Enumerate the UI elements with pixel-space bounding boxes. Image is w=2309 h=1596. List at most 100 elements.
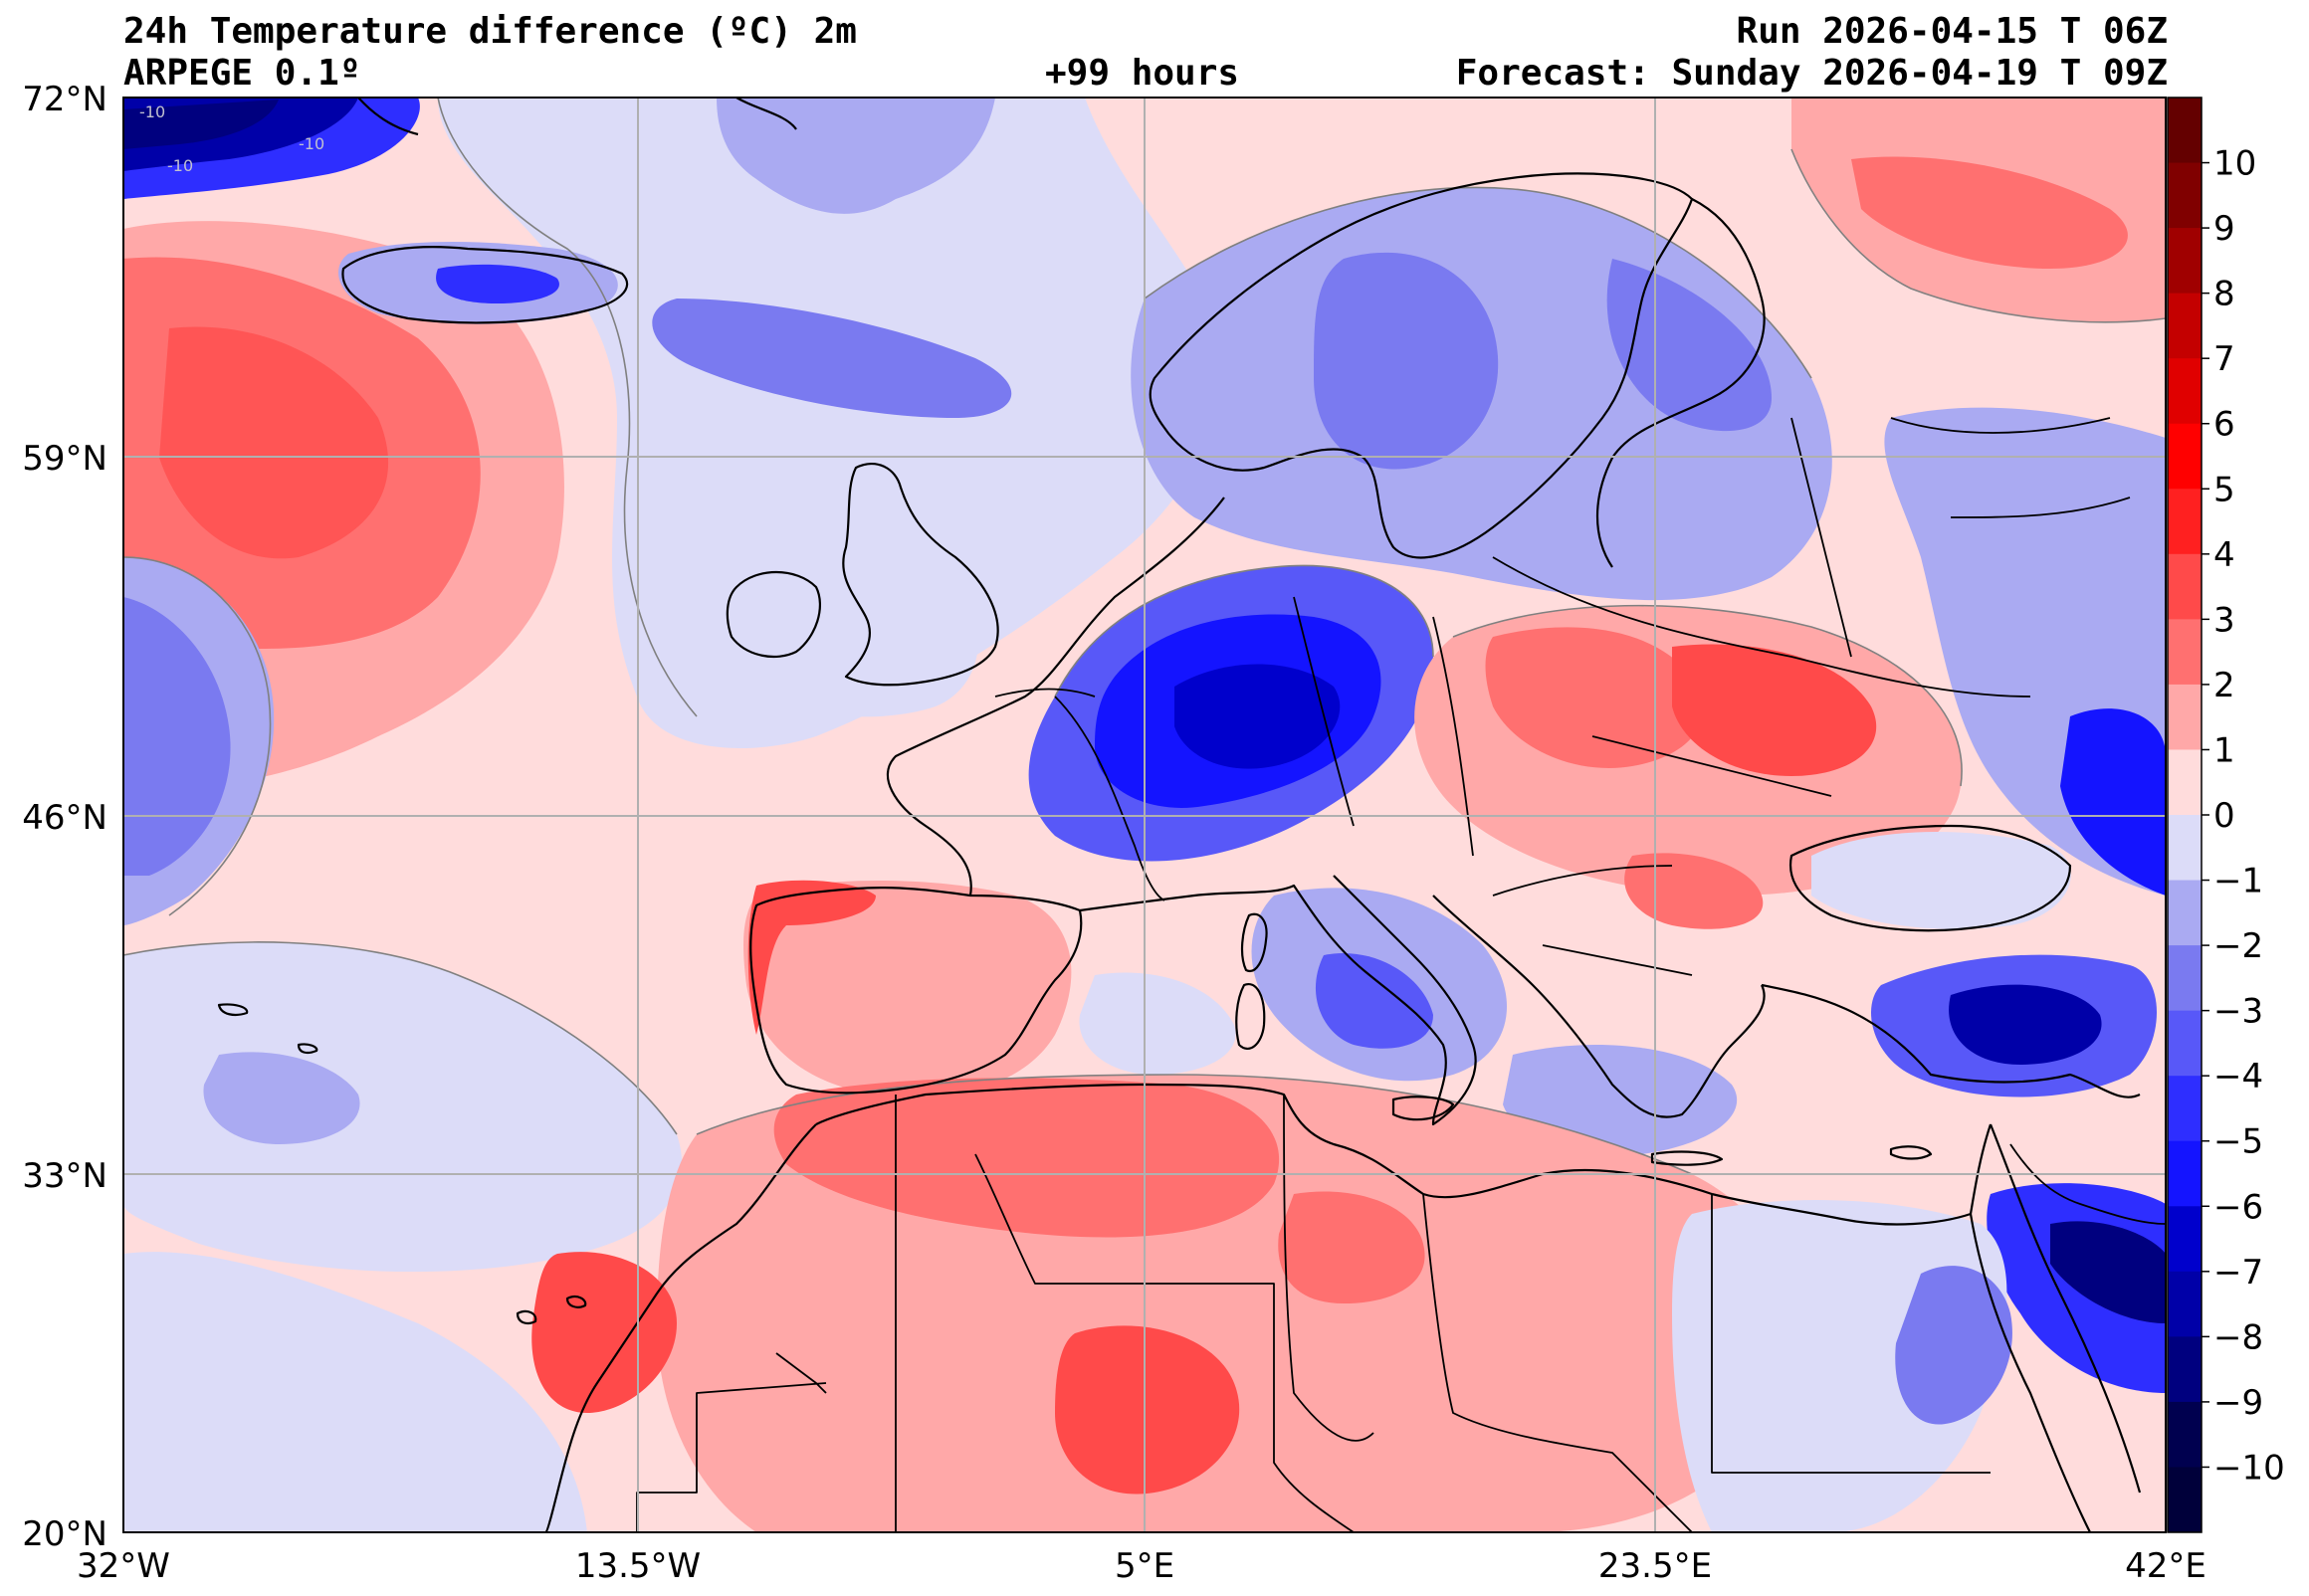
contour-label: -10 — [299, 134, 324, 153]
coastline-scandinavia — [1149, 172, 1694, 559]
lead-time-label: +99 hours — [1045, 53, 1240, 94]
field-cool-mid-band — [652, 299, 1012, 418]
lat-tick-label: 46°N — [22, 798, 107, 838]
coastline-greenland — [735, 98, 797, 130]
field-warm-sahara — [1055, 1325, 1240, 1495]
colorbar-swatch — [2168, 489, 2202, 555]
field-cool-central-atlantic — [438, 98, 1223, 748]
coastline-azores — [297, 1043, 318, 1055]
country-border — [2009, 1143, 2166, 1225]
colorbar-swatch — [2168, 1140, 2202, 1207]
field-warm-atlantic-center — [159, 326, 389, 559]
field-warm-poland — [1485, 627, 1704, 768]
field-warm-algeria-coast — [773, 1078, 1280, 1238]
colorbar-label: 8 — [2213, 275, 2235, 314]
field-warm-ukraine — [1672, 644, 1877, 776]
country-border — [1422, 1193, 1693, 1532]
colorbar-label: 6 — [2213, 405, 2235, 445]
country-border — [1283, 1094, 1374, 1442]
colorbar-label: −9 — [2213, 1383, 2263, 1423]
colorbar-label: 2 — [2213, 666, 2235, 705]
colorbar-label: −3 — [2213, 992, 2263, 1032]
country-border — [1591, 735, 1832, 797]
coastline-iceland — [341, 246, 629, 324]
field-cold-northwest-deep — [123, 100, 279, 149]
colorbar-label: −2 — [2213, 926, 2263, 966]
colorbar-label: 9 — [2213, 209, 2235, 249]
coastline-canary — [565, 1296, 587, 1308]
colorbar-label: 7 — [2213, 339, 2235, 379]
lon-tick-label: 13.5°W — [575, 1546, 701, 1586]
colorbar-label: −4 — [2213, 1057, 2263, 1097]
contour-line — [1144, 186, 1812, 379]
coastline-finland — [1596, 198, 1766, 568]
colorbar-swatch — [2168, 1271, 2202, 1337]
coastline-canary — [516, 1309, 537, 1324]
map-frame — [122, 97, 2167, 1533]
lat-tick-label: 33°N — [22, 1156, 107, 1196]
colorbar-swatch — [2168, 1076, 2202, 1142]
country-border — [974, 1153, 1355, 1532]
field-cool-southwest-atlantic — [123, 941, 683, 1273]
field-warm-kola — [1851, 156, 2128, 269]
field-warm-iberia — [743, 881, 1072, 1097]
coastline-sardinia — [1235, 982, 1266, 1050]
colorbar-swatch — [2168, 1206, 2202, 1273]
chart-title: 24h Temperature difference (ºC) 2m — [123, 11, 857, 52]
contour-line — [1790, 148, 2166, 323]
colorbar-swatch — [2168, 228, 2202, 295]
lat-tick-label: 72°N — [22, 80, 107, 119]
colorbar-swatch — [2168, 1010, 2202, 1077]
colorbar-label: 0 — [2213, 796, 2235, 836]
field-cold-caucasus — [2060, 708, 2166, 896]
field-cool-west-core — [123, 597, 231, 876]
coastline-azores — [217, 1003, 249, 1016]
lat-tick-label: 59°N — [22, 439, 107, 479]
colorbar-swatch — [2168, 1467, 2202, 1533]
field-cool-north-band — [717, 98, 995, 214]
forecast-label: Forecast: Sunday 2026-04-19 T 09Z — [1455, 53, 2168, 94]
country-border — [994, 688, 1096, 698]
field-warm-iberia-coast — [747, 880, 876, 1035]
field-cool-british-isles — [699, 532, 978, 717]
lat-tick-label: 20°N — [22, 1514, 107, 1554]
map-field: -10 -10 -10 — [123, 98, 2166, 1532]
colorbar-label: 10 — [2213, 144, 2256, 184]
country-border — [775, 1352, 827, 1394]
colorbar-swatch — [2168, 1401, 2202, 1468]
contour-line — [1452, 604, 1963, 787]
coastline-iberia — [749, 887, 1083, 1095]
country-border — [1432, 616, 1474, 857]
colorbar-label: 1 — [2213, 730, 2235, 770]
coastline-crete — [1650, 1150, 1724, 1166]
field-cool-finland — [1606, 259, 1772, 432]
colorbar-swatch — [2168, 1336, 2202, 1403]
field-black-sea — [1811, 832, 2071, 929]
coastline-anatolia — [1761, 983, 2141, 1098]
run-label: Run 2026-04-15 T 06Z — [1736, 11, 2168, 52]
field-cool-tyrrhenian — [1315, 953, 1433, 1049]
field-warm-romania — [1624, 853, 1764, 929]
country-border — [1790, 417, 1852, 658]
field-cool-norway — [1314, 252, 1499, 470]
country-border — [1492, 865, 1673, 897]
colorbar-swatch — [2168, 749, 2202, 816]
coastline-cyprus — [1889, 1145, 1933, 1160]
field-iceland-core — [436, 264, 559, 303]
colorbar-swatch — [2168, 293, 2202, 359]
model-label: ARPEGE 0.1º — [123, 53, 361, 94]
colorbar-label: 5 — [2213, 470, 2235, 509]
colorbar-swatch — [2168, 880, 2202, 946]
field-cool-red-sea — [1895, 1266, 2012, 1425]
field-cold-anatolia-core — [1949, 984, 2102, 1065]
colorbar-swatch — [2168, 98, 2202, 164]
colorbar-label: −8 — [2213, 1317, 2263, 1357]
country-border — [1890, 417, 2111, 434]
coastline-sicily — [1391, 1096, 1455, 1121]
lon-tick-label: 5°E — [1115, 1546, 1174, 1586]
field-cold-middle-east-core — [2050, 1221, 2166, 1323]
colorbar-swatch — [2168, 619, 2202, 686]
colorbar-label: −10 — [2213, 1448, 2285, 1488]
